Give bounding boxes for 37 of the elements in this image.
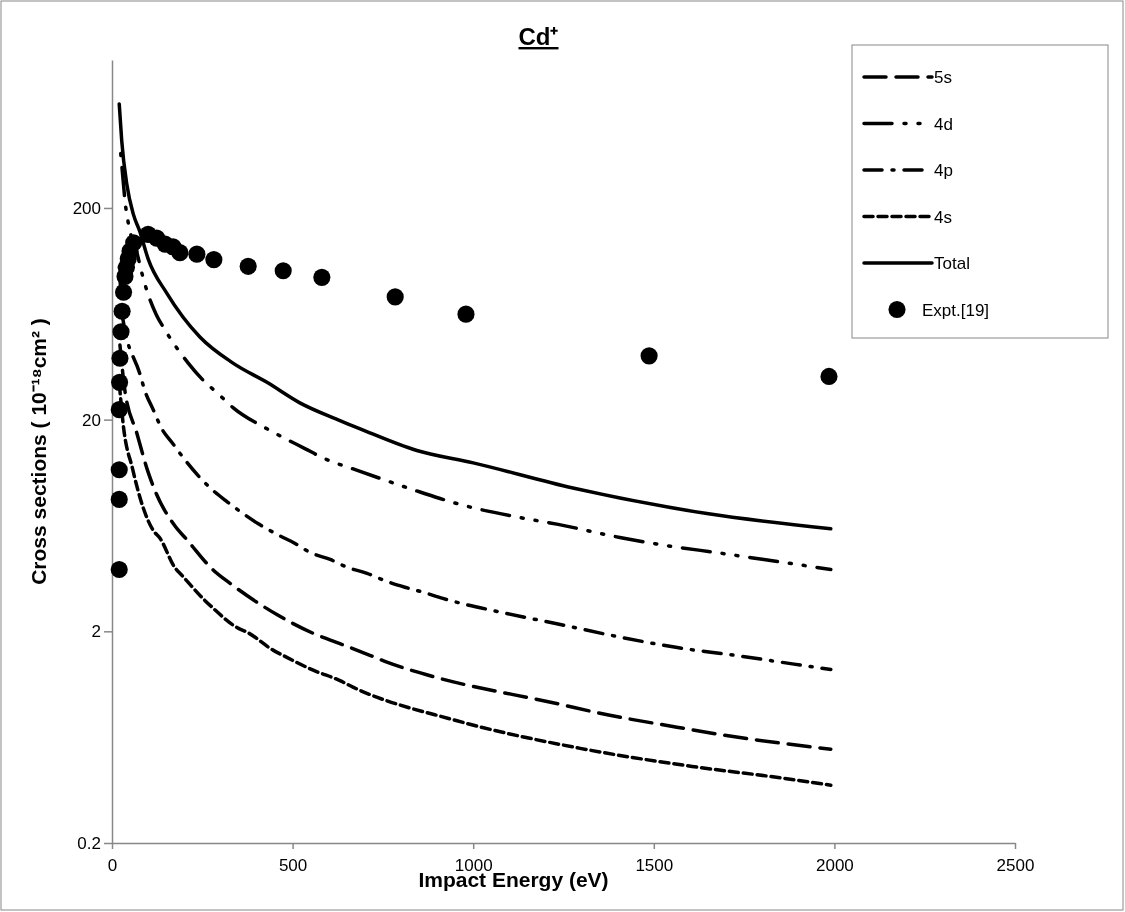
point — [113, 302, 131, 320]
point — [457, 305, 475, 323]
legend-label: 4s — [934, 207, 952, 227]
y-axis-title: Cross sections ( 10⁻¹⁸cm² ) — [27, 318, 50, 585]
x-tick-label: 2500 — [996, 855, 1035, 875]
point — [110, 560, 128, 578]
legend-label: 4d — [934, 114, 953, 134]
x-tick-label: 2000 — [815, 855, 854, 875]
legend-label: 4p — [934, 161, 953, 180]
legend-label: Total — [934, 254, 970, 273]
chart-title: Cd⁺ — [518, 23, 559, 50]
point — [205, 251, 223, 269]
point — [111, 373, 129, 391]
point — [820, 367, 838, 385]
point — [111, 349, 129, 367]
y-tick-label: 2 — [91, 622, 101, 642]
legend-label: Expt.[19] — [922, 300, 990, 320]
y-tick-label: 200 — [72, 198, 101, 218]
legend-label: 5s — [934, 68, 952, 87]
point — [110, 401, 128, 419]
point — [171, 244, 189, 262]
x-tick-label: 1500 — [635, 855, 674, 875]
y-tick-label: 0.2 — [77, 833, 101, 853]
point — [640, 347, 658, 365]
point — [313, 268, 331, 286]
point — [115, 283, 133, 301]
point — [386, 288, 404, 306]
point — [274, 262, 292, 280]
x-tick-label: 500 — [278, 855, 308, 875]
x-tick-label: 0 — [107, 855, 118, 875]
point — [239, 257, 257, 275]
point — [110, 490, 128, 508]
point — [125, 234, 143, 252]
y-tick-label: 20 — [82, 410, 101, 430]
point — [188, 245, 206, 263]
point — [110, 461, 128, 479]
point — [112, 323, 130, 341]
